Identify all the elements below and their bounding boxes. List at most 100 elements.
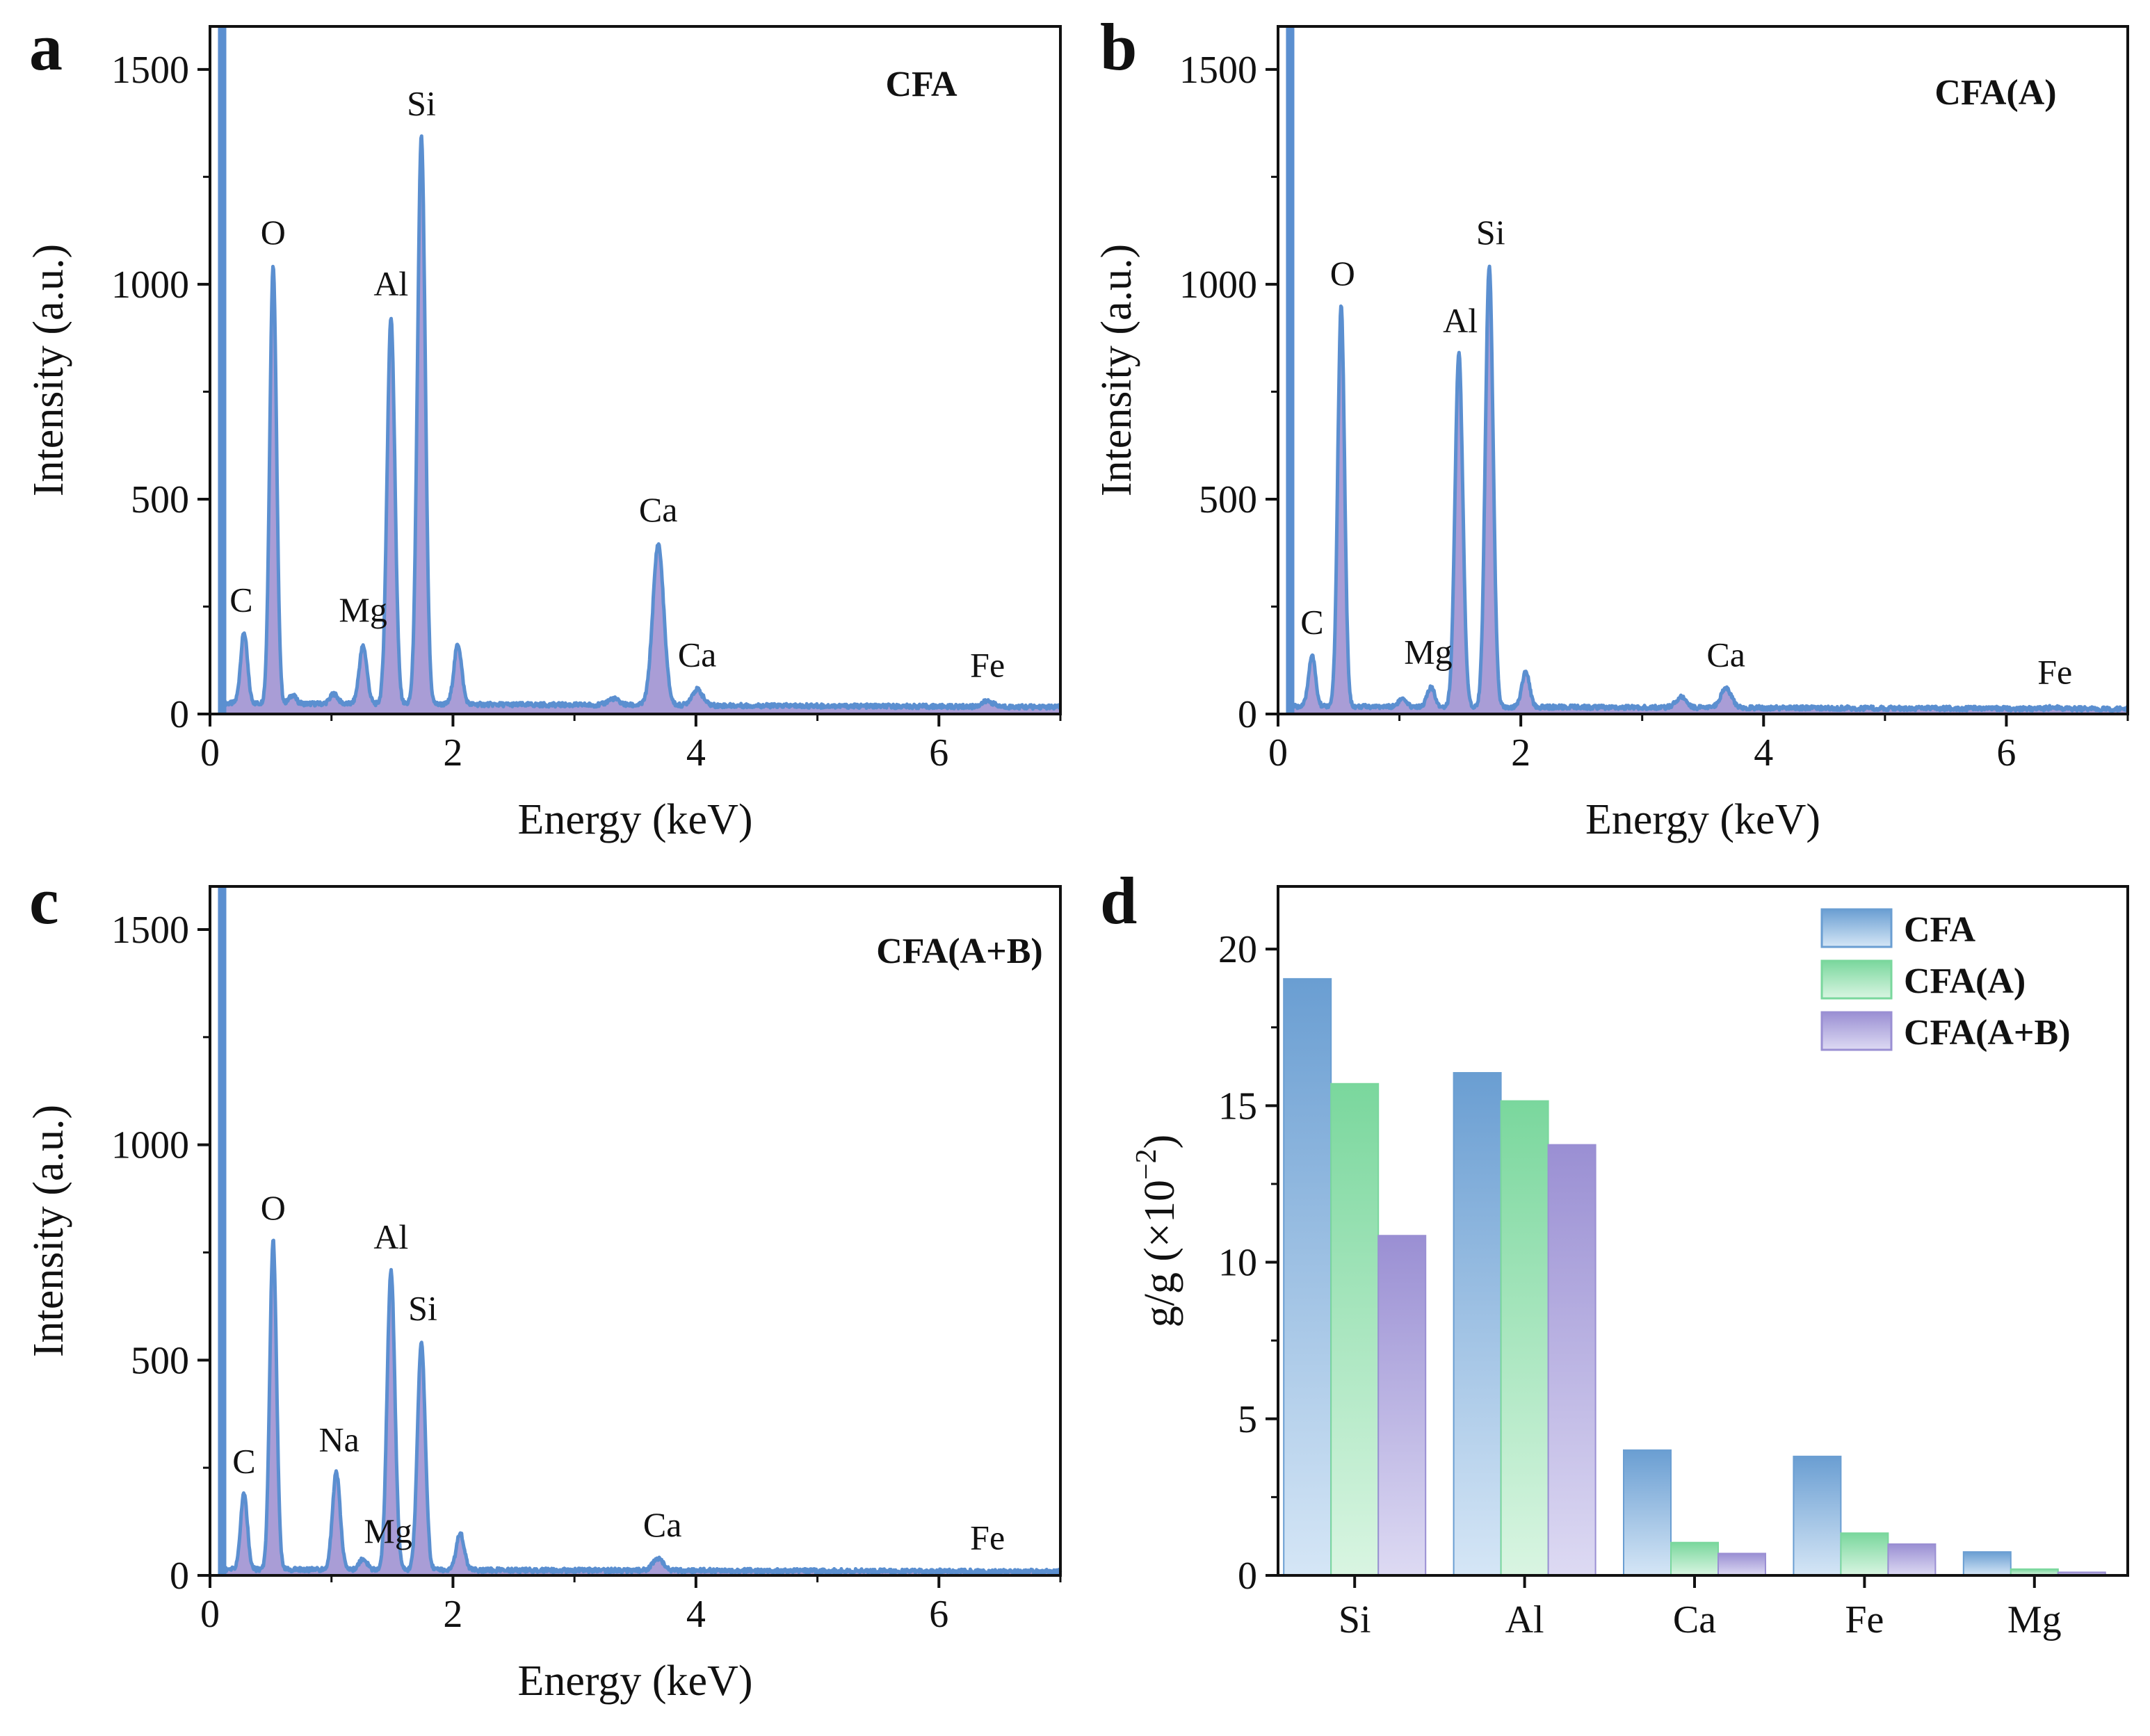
x-axis-title: Energy (keV)	[517, 1657, 752, 1705]
peak-label-al: Al	[1443, 301, 1478, 340]
y-tick-label: 1000	[111, 263, 189, 307]
y-tick-label: 500	[131, 1339, 189, 1382]
bar-cfa-a--si	[1330, 1082, 1380, 1576]
sample-label: CFA(A)	[1934, 73, 2056, 113]
y-tick-label: 1000	[111, 1124, 189, 1167]
peak-label-mg: Mg	[364, 1511, 412, 1550]
peak-label-al: Al	[373, 264, 408, 303]
bar-cfa-a--al	[1500, 1100, 1549, 1577]
panel-letter: a	[29, 10, 63, 84]
bar-cfa-al	[1453, 1072, 1502, 1577]
peak-label-c: C	[1300, 603, 1323, 642]
y-tick-label: 500	[131, 478, 189, 521]
zero-energy-peak	[218, 26, 227, 714]
zero-energy-peak	[218, 886, 227, 1575]
plot-frame	[1277, 885, 2129, 1577]
sample-label: CFA(A+B)	[876, 932, 1043, 971]
x-axis-title: Energy (keV)	[517, 796, 752, 843]
y-tick-label: 0	[170, 693, 189, 736]
y-tick-label: 0	[1238, 1555, 1257, 1598]
y-tick-label: 1500	[111, 49, 189, 92]
zero-energy-peak	[1286, 26, 1295, 714]
y-axis-title: Intensity (a.u.)	[1093, 244, 1140, 496]
peak-label-o: O	[261, 1188, 286, 1227]
bar-cfa-si	[1283, 977, 1332, 1576]
x-tick-label: 2	[443, 1593, 462, 1636]
peak-label-si: Si	[1476, 213, 1505, 252]
plot-frame	[209, 885, 1062, 1577]
peak-label-si: Si	[407, 84, 436, 123]
y-tick-label: 0	[170, 1555, 189, 1598]
panel-letter: d	[1100, 863, 1137, 938]
peak-label-ca: Ca	[643, 1505, 682, 1544]
spectrum-fill	[218, 886, 1060, 1575]
peak-label-c: C	[232, 1441, 255, 1480]
peak-label-fe: Fe	[970, 646, 1005, 685]
legend-label: CFA	[1904, 910, 1975, 950]
x-tick-label: 0	[200, 1593, 220, 1636]
spectrum-line	[220, 886, 1062, 1576]
x-tick-label: 6	[929, 731, 948, 774]
bar-cfa-a--ca	[1670, 1541, 1719, 1577]
peak-label-na: Na	[319, 1420, 359, 1459]
x-tick-label-si: Si	[1339, 1598, 1371, 1641]
panel-letter: c	[29, 863, 59, 938]
peak-label-ca: Ca	[1706, 635, 1745, 674]
x-tick-label-mg: Mg	[2007, 1598, 2062, 1641]
legend-swatch-cfa	[1820, 908, 1893, 948]
x-tick-label: 6	[1996, 731, 2016, 774]
x-tick-label: 2	[1511, 731, 1530, 774]
panel-a-spectrum-cfa: C O Mg Al Si Ca Ca Fe 0 2 4 6 0 500 1000 1500 Energy (ke…	[25, 10, 1062, 843]
legend-swatch-cfa-a-	[1820, 959, 1893, 1000]
spectrum-fill	[1286, 26, 2128, 714]
peak-label-ca: Ca	[639, 490, 678, 529]
peak-label-c: C	[229, 581, 252, 619]
bar-cfa-a-b--ca	[1717, 1552, 1766, 1577]
legend-label: CFA(A+B)	[1904, 1013, 2071, 1053]
y-tick-label: 0	[1238, 693, 1257, 736]
x-tick-label: 4	[686, 731, 706, 774]
bar-cfa-a--fe	[1840, 1532, 1889, 1577]
x-tick-label: 0	[200, 731, 220, 774]
x-tick-label-al: Al	[1505, 1598, 1544, 1641]
peak-label-fe: Fe	[970, 1518, 1005, 1557]
peak-label-o: O	[261, 213, 286, 252]
bar-cfa-mg	[1962, 1551, 2012, 1576]
peak-label-mg: Mg	[339, 590, 387, 629]
spectrum-line	[1288, 26, 2130, 714]
plot-frame	[209, 25, 1062, 715]
x-axis-title: Energy (keV)	[1585, 796, 1820, 843]
x-tick-label-fe: Fe	[1845, 1598, 1884, 1641]
panel-b-spectrum-cfa-a: C O Mg Al Si Ca Fe 0 2 4 6 0 500 1000 1500 Energy (keV)…	[1093, 10, 2130, 843]
y-tick-label: 1000	[1179, 263, 1257, 307]
y-tick-label: 10	[1218, 1242, 1257, 1285]
panel-d-bar-chart: Si Al Ca Fe Mg 0 5 10 15 20 g/g (×10−2) d CFA CFA(A) C…	[1100, 863, 2129, 1641]
bar-cfa-a-b--si	[1377, 1235, 1427, 1577]
x-tick-label: 4	[1754, 731, 1773, 774]
x-tick-label: 6	[929, 1593, 948, 1636]
bar-cfa-a-b--al	[1547, 1144, 1597, 1576]
y-axis-title: Intensity (a.u.)	[25, 244, 72, 496]
peak-label-al: Al	[373, 1217, 408, 1256]
panel-letter: b	[1100, 10, 1137, 84]
x-tick-label-ca: Ca	[1673, 1598, 1716, 1641]
peak-label-mg: Mg	[1404, 633, 1452, 672]
y-tick-label: 500	[1199, 478, 1257, 521]
bar-cfa-ca	[1623, 1449, 1672, 1576]
legend-swatch-cfa-a-b-	[1820, 1011, 1893, 1051]
plot-frame	[1277, 25, 2129, 715]
sample-label: CFA	[885, 65, 957, 104]
x-tick-label: 4	[686, 1593, 706, 1636]
x-tick-label: 2	[443, 731, 462, 774]
peak-label-si: Si	[408, 1288, 437, 1327]
bar-cfa-a-b--fe	[1887, 1543, 1937, 1577]
bar-cfa-fe	[1793, 1455, 1842, 1577]
y-tick-label: 1500	[1179, 49, 1257, 92]
y-tick-label: 5	[1238, 1398, 1257, 1441]
y-tick-label: 15	[1218, 1085, 1257, 1128]
y-axis-title: Intensity (a.u.)	[25, 1105, 72, 1357]
y-tick-label: 1500	[111, 909, 189, 952]
y-axis-title: g/g (×10−2)	[1131, 1135, 1183, 1328]
